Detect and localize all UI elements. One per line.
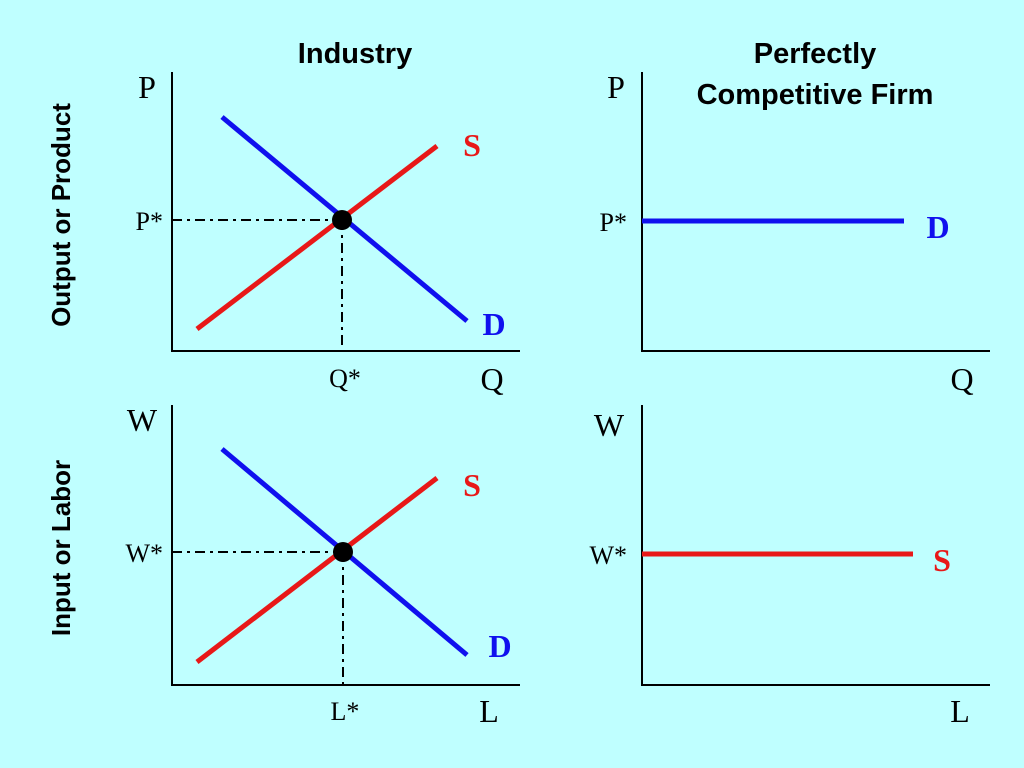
industry-output-eq-price-label: P* bbox=[136, 207, 163, 236]
industry-input-demand-label: D bbox=[488, 628, 511, 664]
industry-input-supply-curve bbox=[195, 476, 439, 664]
firm-output-price-label: P* bbox=[600, 208, 627, 237]
firm-input-axes bbox=[641, 405, 990, 686]
row-label-input: Input or Labor bbox=[46, 460, 76, 636]
industry-output-axes bbox=[171, 72, 520, 352]
industry-output-x-axis-label: Q bbox=[480, 361, 503, 397]
panel-industry-input: W L W* L* S D bbox=[125, 402, 520, 729]
industry-input-supply-label: S bbox=[463, 467, 481, 503]
firm-output-x-axis-label: Q bbox=[950, 361, 973, 397]
panel-industry-output: P Q P* Q* S D bbox=[136, 69, 520, 397]
row-label-output: Output or Product bbox=[46, 103, 76, 327]
firm-input-y-axis-label: W bbox=[594, 407, 625, 443]
firm-output-y-axis-label: P bbox=[607, 69, 625, 105]
firm-header-line2: Competitive Firm bbox=[697, 79, 934, 111]
firm-output-axes bbox=[641, 72, 990, 352]
industry-input-eq-labor-label: L* bbox=[331, 697, 360, 726]
firm-input-supply-label: S bbox=[933, 542, 951, 578]
industry-output-eq-quantity-label: Q* bbox=[329, 364, 361, 393]
industry-input-x-axis-label: L bbox=[479, 693, 499, 729]
industry-output-demand-label: D bbox=[482, 306, 505, 342]
panel-firm-output: P Q P* D bbox=[600, 69, 990, 397]
firm-input-wage-label: W* bbox=[589, 541, 627, 570]
industry-input-equilibrium-point bbox=[333, 542, 353, 562]
industry-output-supply-label: S bbox=[463, 127, 481, 163]
industry-output-y-axis-label: P bbox=[138, 69, 156, 105]
industry-header: Industry bbox=[298, 38, 412, 70]
industry-input-eq-wage-label: W* bbox=[125, 539, 163, 568]
industry-input-y-axis-label: W bbox=[127, 402, 158, 438]
firm-input-x-axis-label: L bbox=[950, 693, 970, 729]
industry-output-equilibrium-point bbox=[332, 210, 352, 230]
firm-header-line1: Perfectly bbox=[754, 38, 877, 70]
panel-firm-input: W L W* S bbox=[589, 405, 990, 729]
industry-output-supply-curve bbox=[195, 144, 439, 331]
firm-output-demand-label: D bbox=[926, 209, 949, 245]
industry-input-axes bbox=[171, 405, 520, 686]
